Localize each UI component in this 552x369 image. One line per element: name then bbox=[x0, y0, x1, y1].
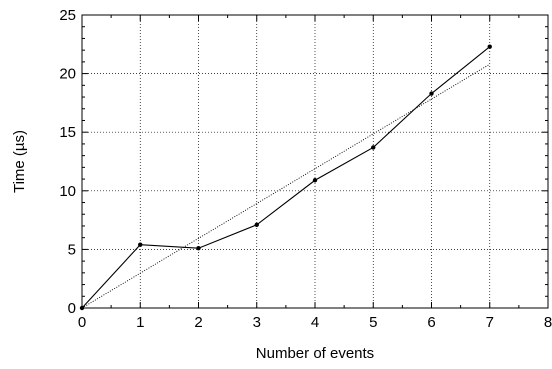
x-tick-label: 8 bbox=[544, 314, 552, 331]
x-tick-label: 3 bbox=[253, 314, 261, 331]
y-tick-label: 0 bbox=[68, 300, 76, 317]
x-axis-title: Number of events bbox=[256, 345, 374, 362]
data-point bbox=[371, 145, 376, 150]
fit-line bbox=[81, 63, 490, 309]
y-tick-label: 25 bbox=[59, 7, 76, 24]
x-tick-label: 2 bbox=[194, 314, 202, 331]
data-line bbox=[81, 46, 491, 309]
x-tick-label: 4 bbox=[311, 314, 319, 331]
y-tick-label: 5 bbox=[68, 241, 76, 258]
data-point bbox=[487, 44, 492, 49]
grid bbox=[82, 15, 548, 308]
data-point bbox=[254, 222, 259, 227]
data-point bbox=[196, 246, 201, 251]
tick-labels: 0 1 2 3 4 5 6 7 8 0 5 10 15 20 25 bbox=[59, 7, 552, 331]
series-layer bbox=[79, 44, 492, 311]
x-tick-label: 7 bbox=[486, 314, 494, 331]
x-tick-label: 0 bbox=[78, 314, 86, 331]
x-tick-label: 6 bbox=[427, 314, 435, 331]
y-tick-label: 20 bbox=[59, 66, 76, 83]
data-point bbox=[429, 91, 434, 96]
ticks bbox=[81, 14, 549, 309]
y-tick-label: 15 bbox=[59, 124, 76, 141]
data-point bbox=[138, 242, 143, 247]
y-tick-label: 10 bbox=[59, 183, 76, 200]
x-tick-label: 1 bbox=[136, 314, 144, 331]
data-point bbox=[312, 178, 318, 183]
x-tick-label: 5 bbox=[369, 314, 377, 331]
y-axis-title: Time (µs) bbox=[11, 130, 28, 193]
